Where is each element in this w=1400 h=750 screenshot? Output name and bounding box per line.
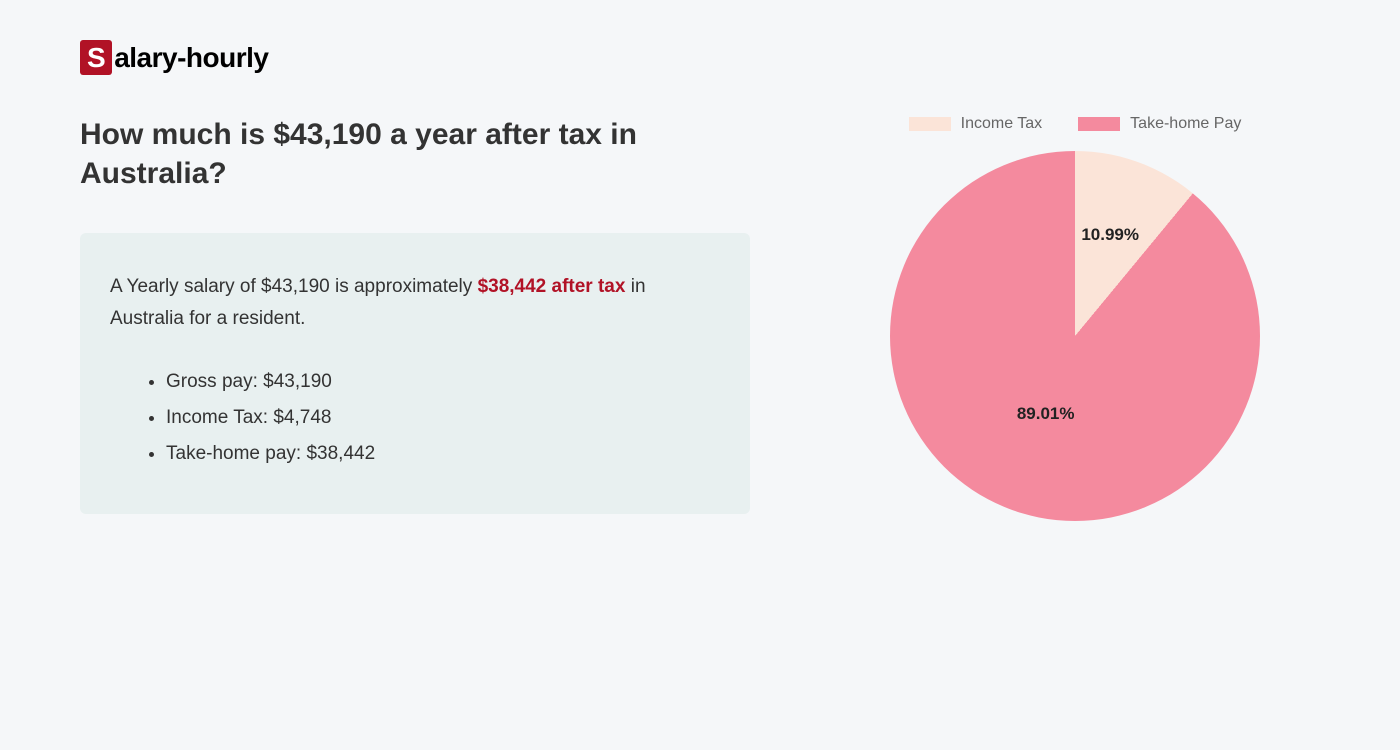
chart-legend: Income Tax Take-home Pay	[909, 115, 1242, 133]
chart-column: Income Tax Take-home Pay 10.99% 89.01%	[830, 115, 1320, 521]
legend-swatch	[1078, 117, 1120, 131]
slice-label-take-home: 89.01%	[1017, 404, 1075, 424]
summary-box: A Yearly salary of $43,190 is approximat…	[80, 233, 750, 514]
logo-rest: alary-hourly	[114, 42, 268, 74]
page-heading: How much is $43,190 a year after tax in …	[80, 115, 750, 193]
summary-text: A Yearly salary of $43,190 is approximat…	[110, 271, 720, 336]
left-column: How much is $43,190 a year after tax in …	[80, 115, 750, 514]
legend-item-take-home: Take-home Pay	[1078, 115, 1241, 133]
summary-prefix: A Yearly salary of $43,190 is approximat…	[110, 276, 478, 297]
list-item: Gross pay: $43,190	[166, 364, 720, 400]
summary-highlight: $38,442 after tax	[478, 276, 626, 297]
summary-list: Gross pay: $43,190 Income Tax: $4,748 Ta…	[110, 364, 720, 472]
list-item: Take-home pay: $38,442	[166, 436, 720, 472]
main-content: How much is $43,190 a year after tax in …	[80, 115, 1320, 521]
pie-circle	[890, 151, 1260, 521]
logo-initial: S	[80, 40, 112, 75]
list-item: Income Tax: $4,748	[166, 400, 720, 436]
slice-label-income-tax: 10.99%	[1081, 225, 1139, 245]
pie-chart: 10.99% 89.01%	[890, 151, 1260, 521]
legend-label: Income Tax	[961, 115, 1043, 133]
legend-item-income-tax: Income Tax	[909, 115, 1043, 133]
site-logo: Salary-hourly	[80, 40, 1320, 75]
legend-label: Take-home Pay	[1130, 115, 1241, 133]
legend-swatch	[909, 117, 951, 131]
